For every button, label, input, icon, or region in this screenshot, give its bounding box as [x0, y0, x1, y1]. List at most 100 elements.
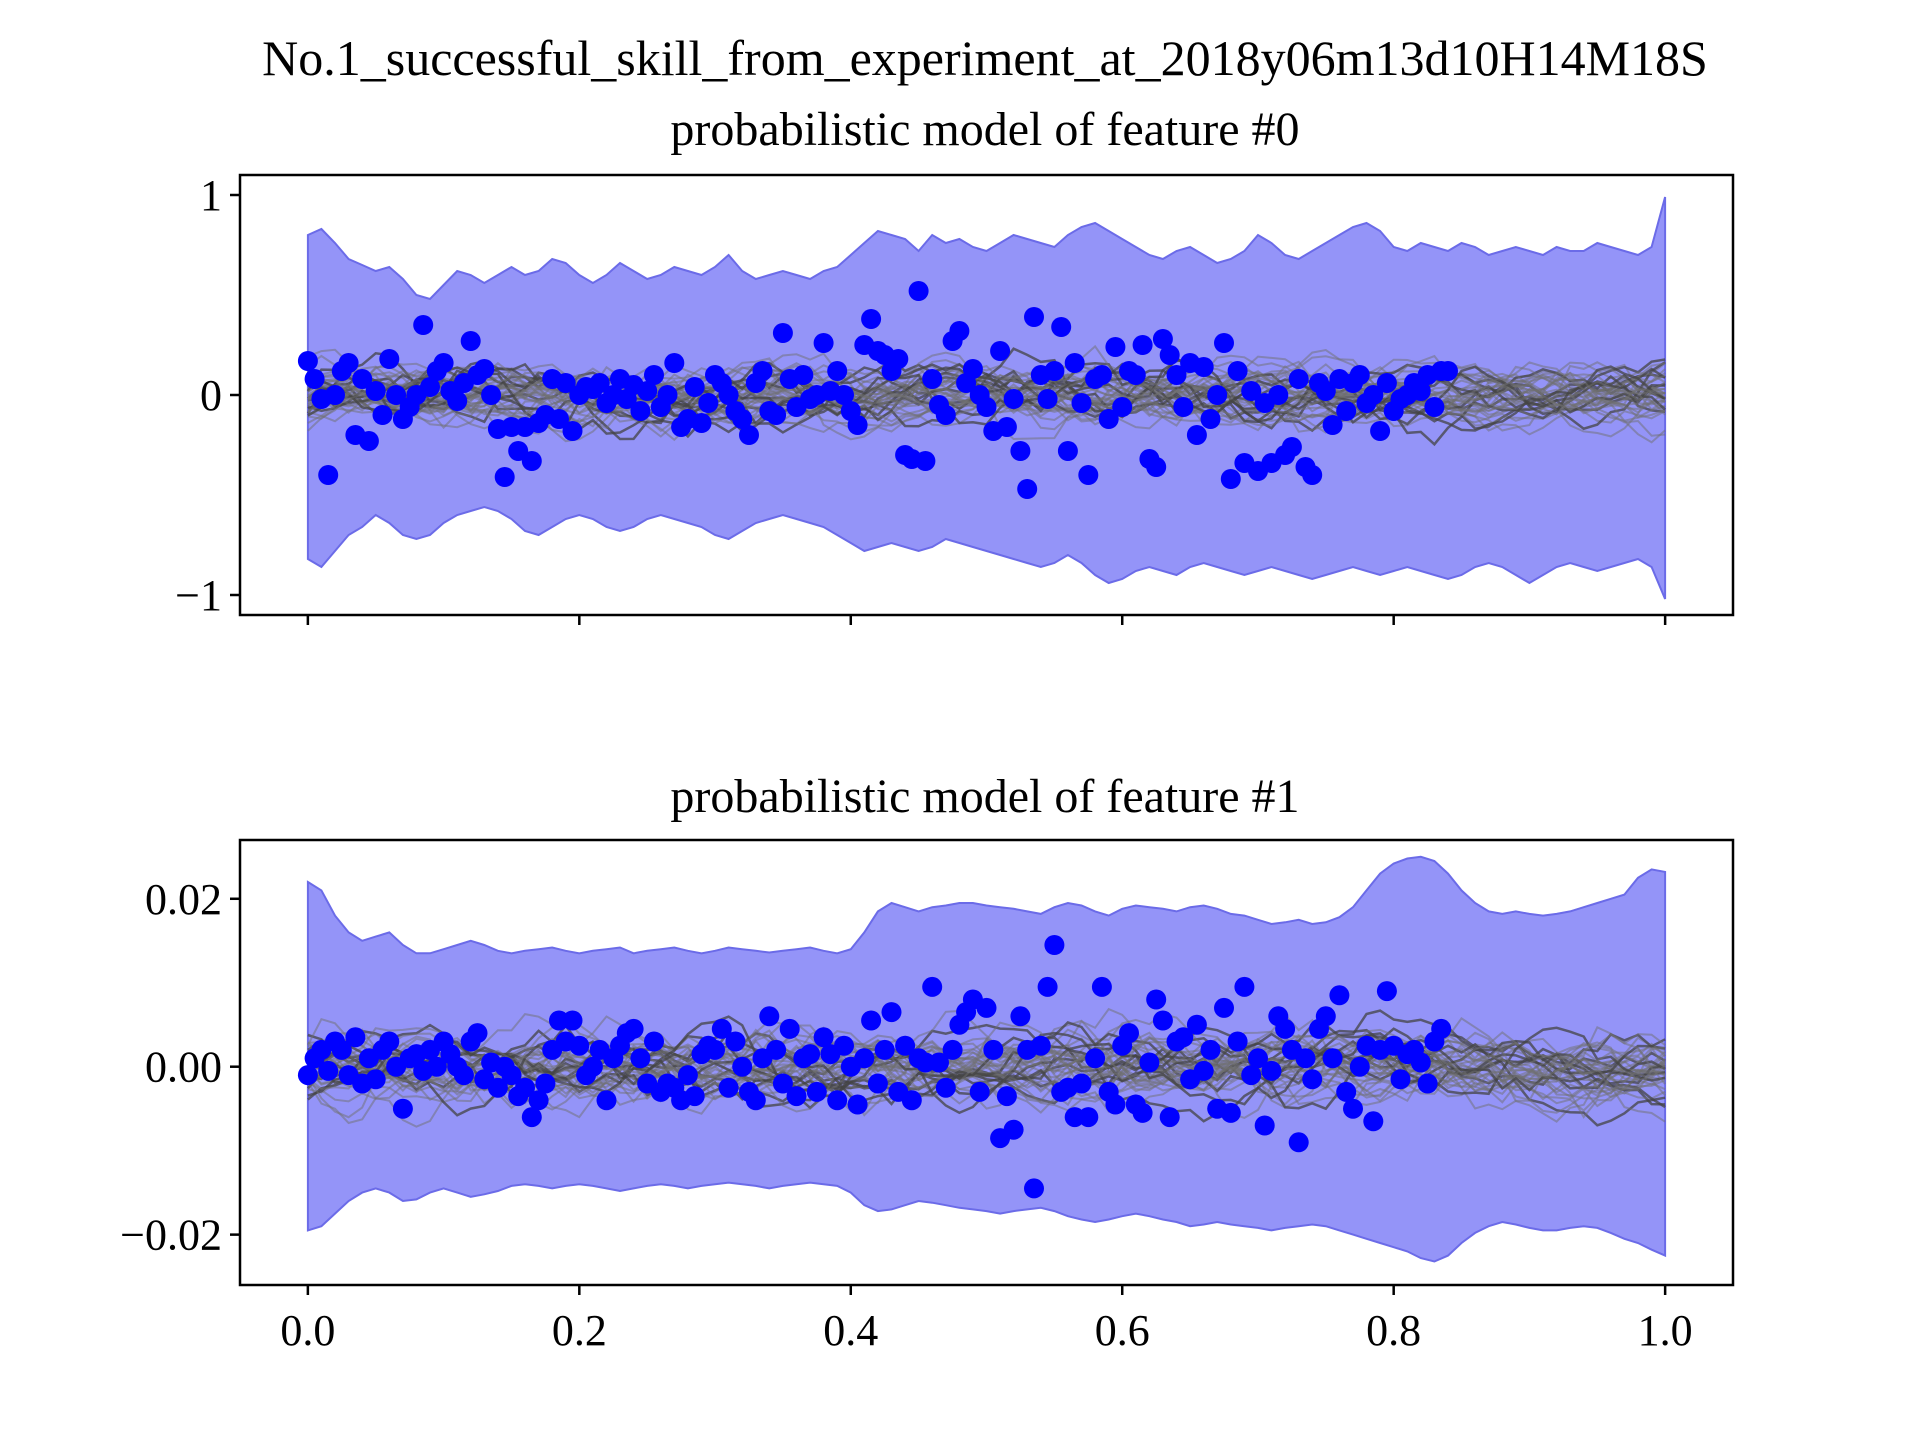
plot-area [297, 196, 1667, 600]
data-point [1078, 465, 1099, 485]
data-point [1288, 369, 1309, 389]
data-point [1044, 361, 1065, 381]
data-point [562, 1010, 583, 1031]
data-point [1173, 397, 1194, 417]
data-point [1390, 1069, 1411, 1090]
data-point [684, 1086, 705, 1107]
data-point [929, 1052, 949, 1073]
data-point [1302, 1069, 1323, 1090]
data-point [1336, 401, 1357, 421]
data-point [1071, 1073, 1092, 1094]
data-point [867, 1073, 888, 1094]
data-point [528, 1090, 549, 1111]
data-point [1186, 1014, 1207, 1035]
data-point [1105, 1094, 1126, 1115]
data-point [433, 353, 454, 373]
data-point [684, 377, 705, 397]
data-point [935, 405, 956, 425]
data-point [630, 401, 651, 421]
x-tick-label: 0.4 [823, 1306, 878, 1355]
data-point [779, 1018, 800, 1039]
data-point [962, 359, 983, 379]
data-point [786, 1086, 807, 1107]
data-point [1193, 357, 1214, 377]
data-point [1349, 365, 1370, 385]
data-point [996, 1086, 1017, 1107]
subplot-title: probabilistic model of feature #0 [670, 103, 1299, 156]
data-point [874, 1039, 895, 1060]
data-point [739, 425, 759, 445]
y-tick-label: 0.00 [145, 1043, 222, 1092]
data-point [1024, 1178, 1044, 1199]
data-point [1159, 1107, 1180, 1128]
data-point [562, 421, 583, 441]
data-point [908, 281, 929, 301]
observed-points [297, 935, 1452, 1199]
data-point [705, 1039, 725, 1060]
data-point [1322, 1048, 1343, 1069]
data-point [813, 1027, 834, 1048]
data-point [976, 397, 997, 417]
data-point [1410, 381, 1431, 401]
data-point [1417, 1073, 1438, 1094]
data-point [630, 1048, 651, 1069]
data-point [1376, 373, 1397, 393]
x-tick-label: 0.8 [1366, 1306, 1421, 1355]
data-point [447, 391, 468, 411]
data-point [637, 381, 658, 401]
data-point [759, 1006, 780, 1027]
data-point [1057, 441, 1078, 461]
data-point [331, 1039, 352, 1060]
data-point [1193, 1060, 1214, 1081]
data-point [460, 331, 481, 351]
data-point [1315, 381, 1336, 401]
data-point [1424, 397, 1445, 417]
data-point [1343, 1098, 1363, 1119]
x-tick-label: 0.6 [1095, 1306, 1150, 1355]
data-point [1010, 1006, 1031, 1027]
data-point [549, 409, 569, 429]
x-tick-label: 1.0 [1638, 1306, 1693, 1355]
data-point [318, 1060, 339, 1081]
data-point [474, 359, 495, 379]
sample-trajectory [307, 362, 1666, 435]
data-point [677, 1065, 698, 1086]
data-point [935, 1077, 956, 1098]
data-point [623, 1018, 644, 1039]
data-point [1438, 361, 1458, 381]
data-point [1091, 976, 1112, 997]
data-point [1241, 381, 1262, 401]
data-point [1030, 1035, 1051, 1056]
data-point [1302, 465, 1323, 485]
data-point [365, 1069, 386, 1090]
data-point [983, 1039, 1004, 1060]
data-point [800, 1044, 821, 1065]
x-tick-label: 0.2 [552, 1306, 607, 1355]
data-point [718, 385, 739, 405]
data-point [861, 309, 882, 329]
data-point [1159, 345, 1180, 365]
data-point [732, 409, 753, 429]
data-point [569, 1035, 590, 1056]
data-point [521, 1107, 542, 1128]
data-point [1078, 1107, 1099, 1128]
data-point [1248, 1048, 1268, 1069]
data-point [372, 405, 393, 425]
y-tick-label: 0 [200, 371, 222, 420]
data-point [827, 361, 848, 381]
data-point [969, 1081, 990, 1102]
data-point [325, 385, 345, 405]
data-point [297, 351, 318, 371]
data-point [861, 1010, 882, 1031]
data-point [854, 1048, 875, 1069]
data-point [922, 369, 943, 389]
data-point [1370, 421, 1391, 441]
data-point [1363, 1111, 1384, 1132]
data-point [834, 385, 854, 405]
subplot-feature-1: probabilistic model of feature #1 −0.02 0… [120, 770, 1735, 1355]
data-point [1125, 365, 1146, 385]
data-point [1119, 1023, 1139, 1044]
data-point [352, 369, 373, 389]
data-point [1322, 415, 1343, 435]
data-point [1214, 997, 1234, 1018]
